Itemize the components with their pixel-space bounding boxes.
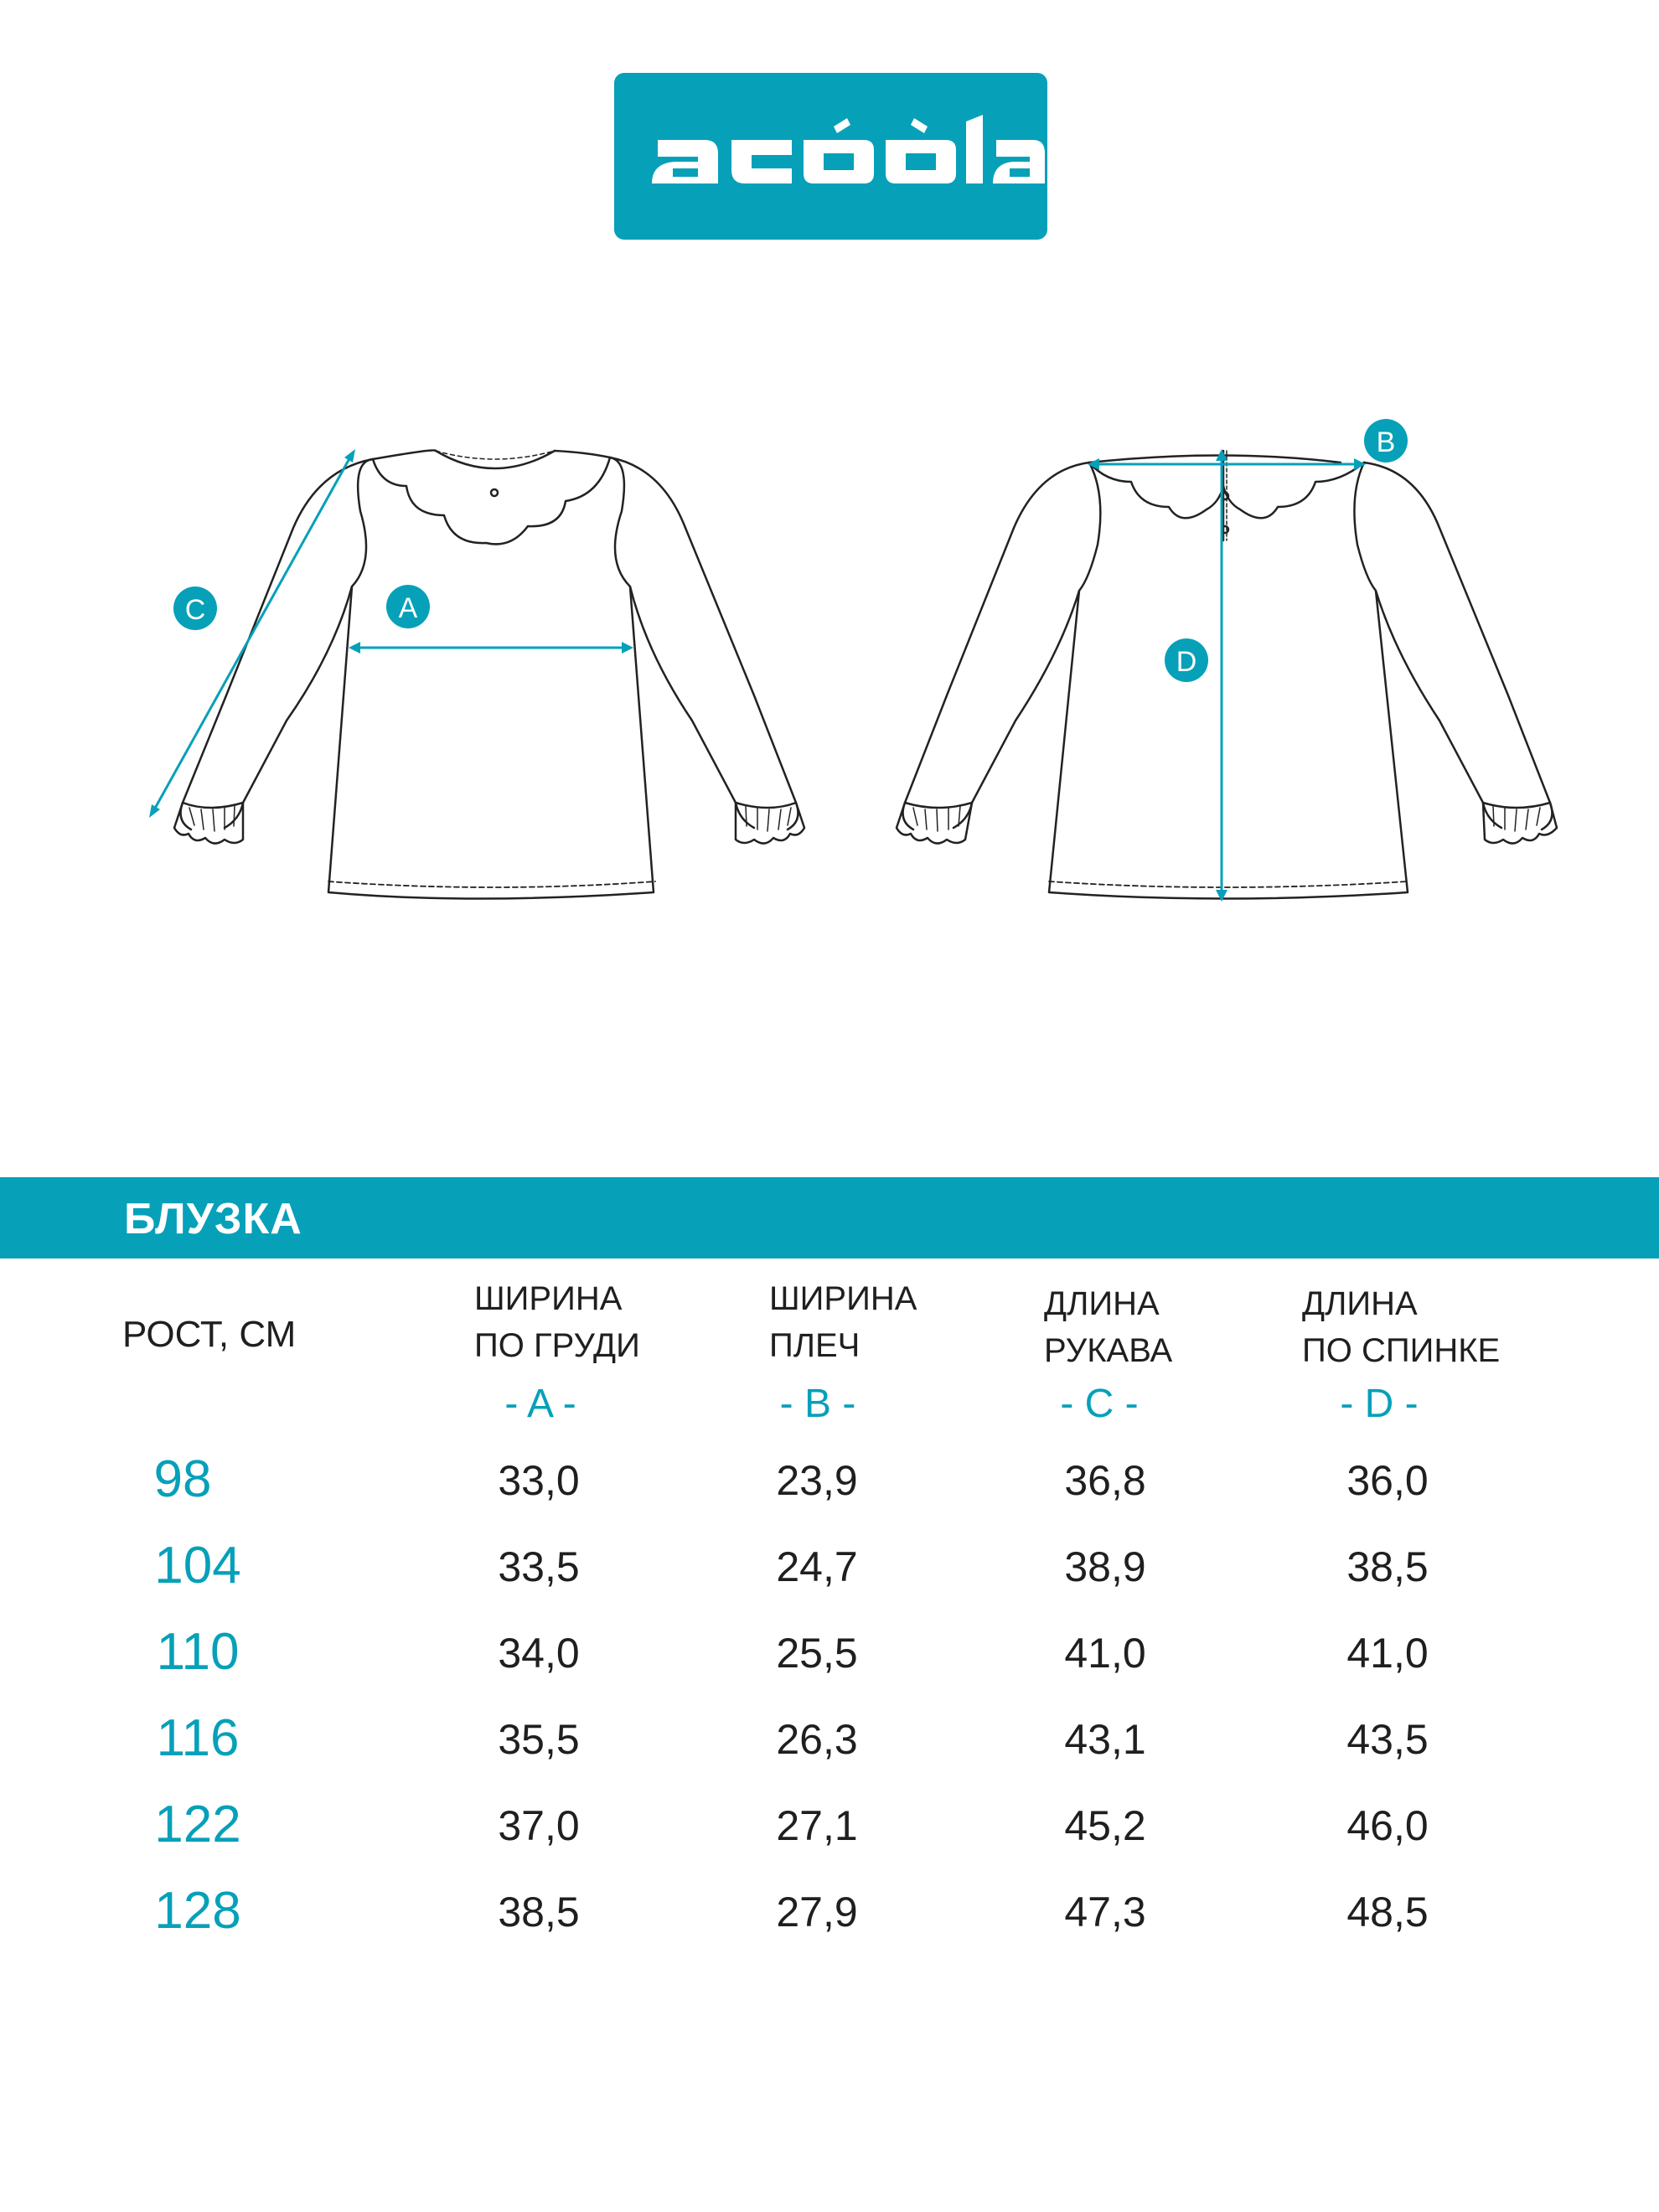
chest-width-value: 37,0 bbox=[498, 1802, 580, 1849]
garment-sketch: A B C D bbox=[149, 419, 1558, 902]
back-length-value: 38,5 bbox=[1346, 1543, 1429, 1590]
back-length-value: 46,0 bbox=[1346, 1802, 1429, 1849]
table-row: 128 38,5 27,9 47,3 48,5 bbox=[0, 1881, 1659, 1965]
column-header-line: ШИРИНА bbox=[769, 1280, 917, 1317]
marker-c-label: C bbox=[185, 594, 206, 626]
back-length-value: 43,5 bbox=[1346, 1716, 1429, 1763]
column-header-line: ШИРИНА bbox=[474, 1280, 623, 1317]
marker-b-badge bbox=[1364, 419, 1408, 463]
height-header: РОСТ, СМ bbox=[122, 1314, 297, 1355]
marker-d-label: D bbox=[1176, 646, 1197, 678]
column-header-shoulders: ШИРИНА ПЛЕЧ bbox=[769, 1275, 917, 1369]
back-length-value: 36,0 bbox=[1346, 1457, 1429, 1504]
sleeve-length-value: 41,0 bbox=[1064, 1630, 1146, 1677]
chest-width-value: 34,0 bbox=[498, 1630, 580, 1677]
height-value: 116 bbox=[156, 1709, 240, 1767]
chest-width-value: 33,0 bbox=[498, 1457, 580, 1504]
brand-logo bbox=[614, 73, 1047, 240]
marker-a-label: A bbox=[399, 592, 418, 624]
sleeve-length-value: 38,9 bbox=[1064, 1543, 1146, 1590]
sleeve-length-value: 43,1 bbox=[1064, 1716, 1146, 1763]
height-value: 122 bbox=[154, 1796, 241, 1853]
column-header-line: ПО ГРУДИ bbox=[474, 1327, 640, 1364]
back-length-value: 41,0 bbox=[1346, 1630, 1429, 1677]
column-header-sleeve: ДЛИНА РУКАВА bbox=[1044, 1280, 1172, 1374]
height-value: 128 bbox=[154, 1882, 241, 1940]
brand-logo-wordmark bbox=[652, 115, 1045, 183]
height-value: 110 bbox=[156, 1623, 240, 1681]
height-value: 104 bbox=[154, 1537, 241, 1594]
sleeve-length-value: 45,2 bbox=[1064, 1802, 1146, 1849]
table-row: 98 33,0 23,9 36,8 36,0 bbox=[0, 1450, 1659, 1533]
shoulder-width-value: 27,1 bbox=[776, 1802, 858, 1849]
marker-a-badge bbox=[386, 585, 430, 628]
table-row: 110 34,0 25,5 41,0 41,0 bbox=[0, 1622, 1659, 1706]
chest-width-value: 38,5 bbox=[498, 1889, 580, 1936]
chest-width-value: 35,5 bbox=[498, 1716, 580, 1763]
back-length-value: 48,5 bbox=[1346, 1889, 1429, 1936]
marker-d-badge bbox=[1165, 638, 1208, 682]
section-header: БЛУЗКА bbox=[0, 1177, 1659, 1258]
shoulder-width-value: 24,7 bbox=[776, 1543, 858, 1590]
table-row: 122 37,0 27,1 45,2 46,0 bbox=[0, 1795, 1659, 1879]
shoulder-width-value: 27,9 bbox=[776, 1889, 858, 1936]
sleeve-length-value: 47,3 bbox=[1064, 1889, 1146, 1936]
column-code-c: - C - bbox=[1060, 1382, 1139, 1426]
back-view bbox=[895, 449, 1558, 900]
column-header-line: ДЛИНА bbox=[1302, 1285, 1418, 1322]
section-title: БЛУЗКА bbox=[124, 1195, 302, 1243]
chest-width-value: 33,5 bbox=[498, 1543, 580, 1590]
shoulder-width-value: 23,9 bbox=[776, 1457, 858, 1504]
column-header-chest: ШИРИНА ПО ГРУДИ bbox=[474, 1275, 640, 1369]
front-view bbox=[173, 449, 806, 900]
table-row: 116 35,5 26,3 43,1 43,5 bbox=[0, 1708, 1659, 1792]
marker-b-label: B bbox=[1377, 426, 1396, 458]
column-code-a: - A - bbox=[504, 1382, 576, 1426]
shoulder-width-value: 26,3 bbox=[776, 1716, 858, 1763]
column-header-back-length: ДЛИНА ПО СПИНКЕ bbox=[1302, 1280, 1500, 1374]
height-value: 98 bbox=[153, 1450, 212, 1508]
table-row: 104 33,5 24,7 38,9 38,5 bbox=[0, 1536, 1659, 1620]
sleeve-length-value: 36,8 bbox=[1064, 1457, 1146, 1504]
column-header-line: ДЛИНА bbox=[1044, 1285, 1160, 1322]
column-code-d: - D - bbox=[1340, 1382, 1419, 1426]
column-header-line: РУКАВА bbox=[1044, 1332, 1173, 1369]
shoulder-width-value: 25,5 bbox=[776, 1630, 858, 1677]
marker-c-badge bbox=[173, 587, 217, 630]
column-header-line: ПЛЕЧ bbox=[769, 1327, 861, 1364]
column-code-b: - B - bbox=[779, 1382, 856, 1426]
column-header-line: ПО СПИНКЕ bbox=[1302, 1332, 1501, 1369]
